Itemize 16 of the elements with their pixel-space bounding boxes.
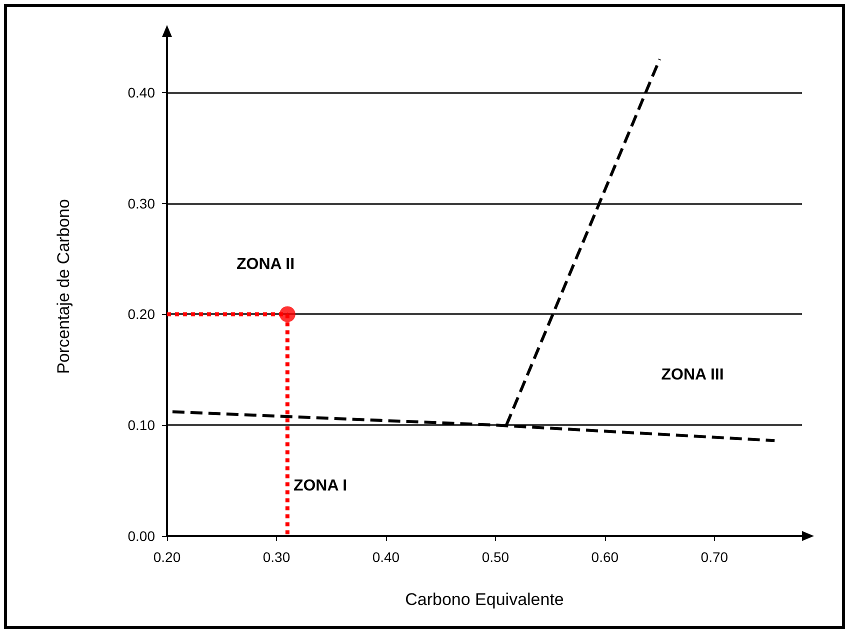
x-tick-label: 0.30 (262, 549, 290, 565)
annotation: ZONA III (661, 366, 724, 384)
y-axis-title: Porcentaje de Carbono (54, 199, 73, 374)
y-tick-label: 0.30 (128, 195, 156, 212)
x-tick-label: 0.40 (372, 549, 400, 565)
y-tick-label: 0.40 (128, 84, 156, 100)
x-axis-title: Carbono Equivalente (405, 590, 564, 609)
x-tick-label: 0.20 (153, 549, 181, 565)
y-tick-label: 0.20 (128, 306, 156, 322)
x-tick-label: 0.70 (700, 549, 728, 565)
y-tick-label: 0.10 (128, 417, 156, 434)
x-tick-label: 0.60 (591, 549, 619, 565)
annotation: ZONA II (236, 256, 295, 273)
annotation: ZONA I (293, 478, 348, 495)
x-tick-label: 0.50 (482, 549, 510, 565)
y-tick-label: 0.00 (128, 528, 156, 544)
